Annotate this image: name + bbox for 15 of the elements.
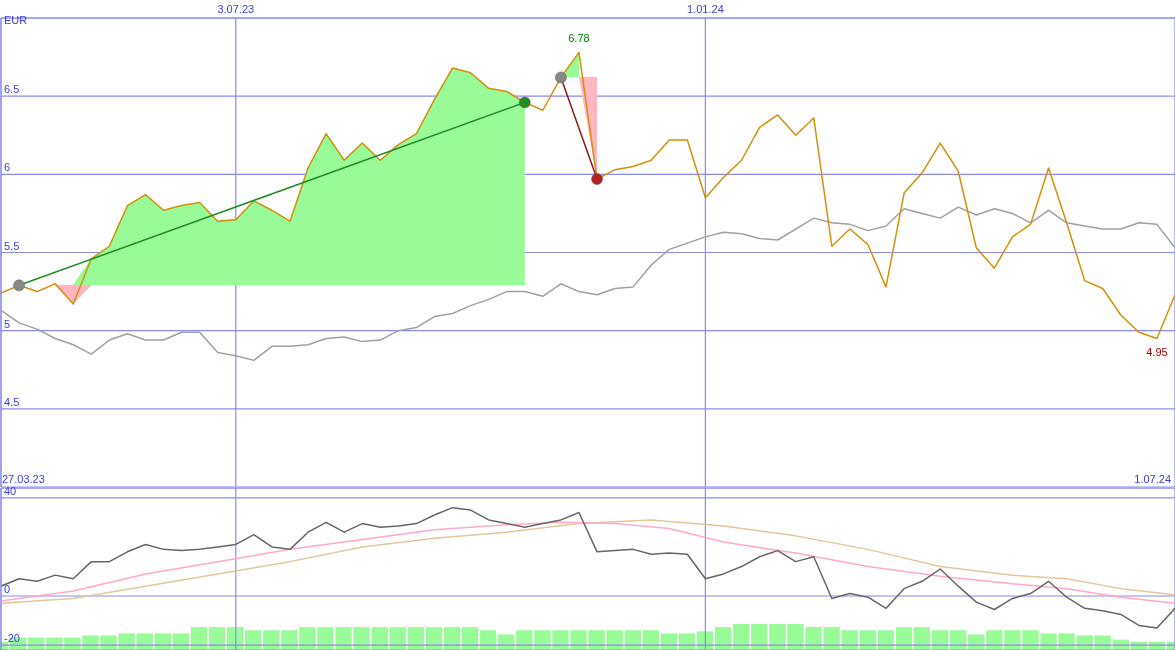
- y-axis-title: EUR: [4, 14, 28, 26]
- x-tick-label: 3.07.23: [217, 3, 255, 15]
- y-tick-label: 6.5: [4, 83, 20, 96]
- annotation: 4.95: [1146, 346, 1168, 359]
- y-tick-label: -20: [4, 632, 20, 645]
- y-tick-label: 5: [4, 317, 11, 330]
- y-tick-label: 4.5: [4, 395, 20, 408]
- y-tick-label: 0: [4, 583, 11, 595]
- annotation: 27.03.23: [2, 473, 45, 485]
- annotation: 1.07.24: [1134, 473, 1171, 485]
- y-tick-label: 6: [4, 161, 11, 174]
- x-tick-label: 1.01.24: [687, 3, 724, 15]
- y-tick-label: 5.5: [4, 239, 20, 252]
- y-tick-label: 40: [4, 484, 17, 497]
- annotation: 6.78: [568, 32, 590, 45]
